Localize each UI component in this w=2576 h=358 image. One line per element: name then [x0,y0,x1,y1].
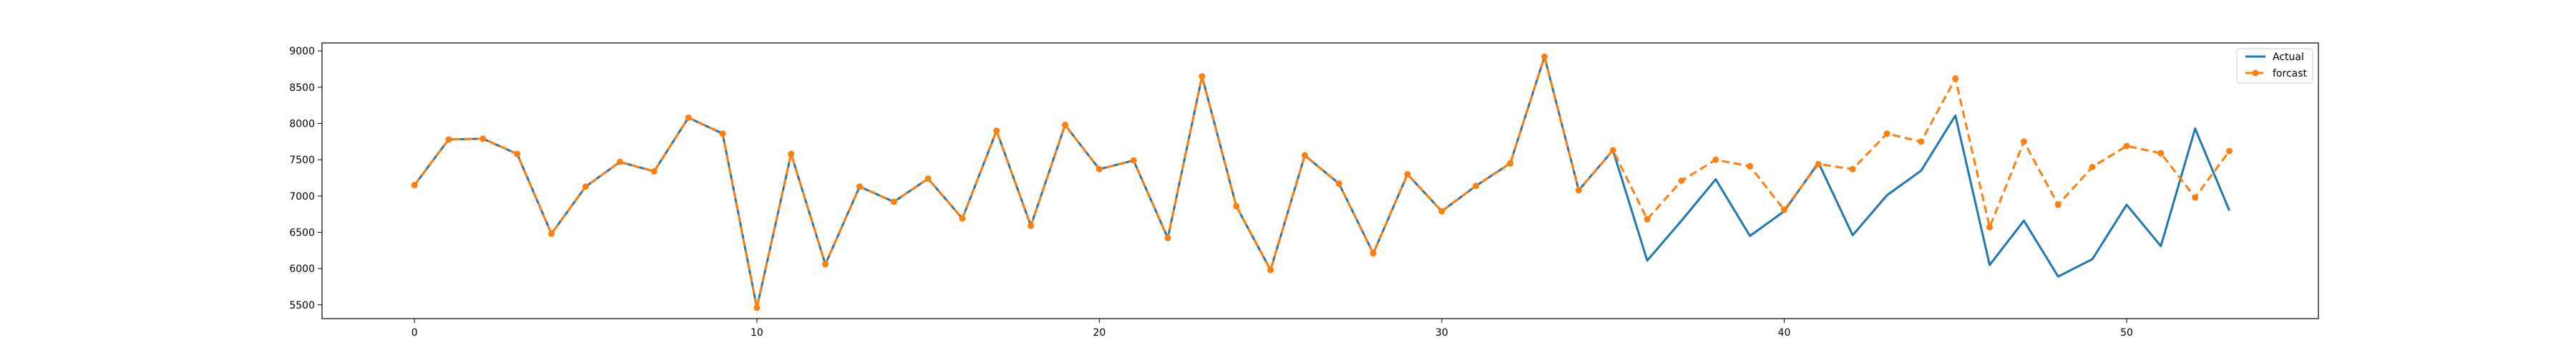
data-point-forcast [1918,138,1925,145]
legend-label-actual: Actual [2273,52,2304,63]
data-point-forcast [685,114,692,121]
data-point-forcast [1815,160,1822,168]
data-point-forcast [1849,165,1856,173]
data-point-forcast [1609,147,1616,154]
data-point-forcast [650,168,658,175]
x-tick-label: 20 [1093,327,1106,339]
y-tick-label: 6500 [289,227,315,238]
data-point-forcast [1096,165,1103,173]
data-point-forcast [1507,160,1514,167]
data-point-forcast [1541,53,1548,60]
data-point-forcast [856,183,863,190]
y-tick-label: 6000 [289,263,315,275]
data-point-forcast [2226,147,2233,155]
data-point-forcast [1370,250,1377,257]
y-tick-label: 7000 [289,191,315,203]
data-point-forcast [2054,201,2062,208]
x-tick-label: 30 [1435,327,1448,339]
data-point-forcast [959,215,966,222]
data-point-forcast [1267,266,1274,274]
legend: Actual forcast [2236,48,2313,84]
data-point-forcast [411,182,418,189]
data-point-forcast [479,135,487,142]
data-point-forcast [2089,163,2096,170]
y-tick-label: 8500 [289,82,315,94]
data-point-forcast [1301,152,1308,159]
data-point-forcast [2123,142,2130,150]
data-point-forcast [514,150,521,158]
data-point-forcast [1986,223,1994,231]
data-point-forcast [1747,163,1754,170]
data-point-forcast [445,136,452,143]
legend-label-forcast: forcast [2273,68,2308,79]
data-point-forcast [719,130,726,137]
series-line-forcast [414,55,2230,309]
data-point-forcast [1644,216,1651,223]
x-tick-label: 10 [751,327,763,339]
data-point-forcast [2157,150,2165,157]
data-point-forcast [1780,206,1787,213]
data-point-forcast [616,158,623,165]
data-point-forcast [1233,203,1240,210]
data-point-forcast [993,127,1000,135]
data-point-forcast [788,150,795,158]
data-point-forcast [1130,157,1137,164]
data-point-forcast [1404,170,1411,178]
x-tick-label: 50 [2120,327,2133,339]
series-layer [411,53,2233,311]
data-point-forcast [582,183,589,190]
data-point-forcast [821,261,829,268]
data-point-forcast [1438,208,1445,215]
y-tick-label: 9000 [289,46,315,57]
data-point-forcast [1883,130,1890,137]
data-point-forcast [1199,73,1206,80]
data-point-forcast [753,304,761,311]
ticks-layer: 0 10 20 30 40 50 5500 6000 6500 7000 7500 8000 8500 9… [289,46,2133,339]
data-point-forcast [1952,75,1959,82]
y-tick-label: 7500 [289,155,315,166]
data-point-forcast [890,198,897,205]
data-point-forcast [1335,180,1342,188]
data-point-forcast [924,175,932,182]
data-point-forcast [2020,138,2027,145]
data-point-forcast [2192,194,2199,201]
x-tick-label: 40 [1778,327,1791,339]
plot-frame [321,42,2319,319]
data-point-forcast [1164,235,1171,242]
data-point-forcast [1028,222,1035,229]
data-point-forcast [1473,183,1480,190]
data-point-forcast [548,230,555,237]
plot-background [322,43,2318,319]
y-tick-label: 8000 [289,118,315,130]
data-point-forcast [1712,156,1719,163]
legend-marker-forcast [2252,69,2259,77]
data-point-forcast [1678,178,1685,184]
x-tick-label: 0 [411,327,418,339]
y-tick-label: 5500 [289,300,315,311]
data-point-forcast [1061,121,1068,128]
data-point-forcast [1575,187,1582,194]
